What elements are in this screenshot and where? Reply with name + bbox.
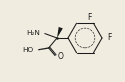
- Text: HO: HO: [23, 47, 34, 53]
- Text: F: F: [107, 34, 111, 42]
- Text: F: F: [87, 13, 92, 22]
- Polygon shape: [57, 27, 63, 38]
- Text: O: O: [57, 52, 63, 61]
- Text: H₂N: H₂N: [26, 30, 40, 36]
